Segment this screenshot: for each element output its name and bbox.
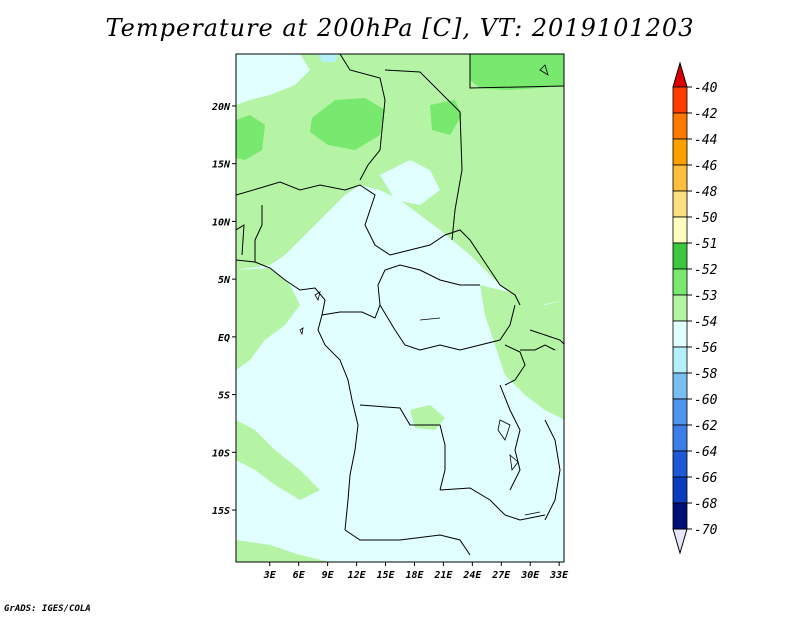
- colorbar-label: -58: [694, 367, 718, 382]
- lon-tick-label: 12E: [348, 570, 367, 581]
- colorbar-label: -70: [694, 523, 718, 538]
- colorbar-swatch: [672, 268, 688, 296]
- field-mid-green-blob1: [310, 98, 385, 150]
- colorbar-swatch: [672, 86, 688, 114]
- field-light-green-south-spot: [410, 405, 445, 430]
- lat-tick-label: 20N: [211, 102, 231, 113]
- grads-credit: GrADS: IGES/COLA: [4, 604, 91, 614]
- lake-outlines: [299, 64, 549, 516]
- country-borders: [236, 54, 564, 556]
- colorbar-label: -46: [694, 159, 718, 174]
- latitude-axis: 20N 15N 10N 5N EQ 5S 10S 15S: [211, 102, 236, 517]
- lat-tick-label: 10S: [212, 448, 230, 459]
- lat-tick-label: 5S: [218, 391, 230, 402]
- colorbar-label: -62: [694, 419, 718, 434]
- field-pale-cyan-central-africa: [320, 225, 480, 295]
- colorbar-label: -56: [694, 341, 718, 356]
- field-pale-cyan-sahara: [236, 54, 310, 105]
- field-pale-blue-spot: [318, 54, 338, 62]
- lon-tick-label: 30E: [520, 570, 540, 581]
- lon-tick-label: 15E: [376, 570, 395, 581]
- map-frame: [235, 53, 565, 563]
- field-pale-cyan-center: [380, 160, 440, 205]
- lon-tick-label: 21E: [433, 570, 453, 581]
- colorbar-label: -60: [694, 393, 718, 408]
- field-mid-green-ne: [470, 54, 564, 90]
- colorbar-swatch: [672, 450, 688, 478]
- colorbar-label: -50: [694, 211, 718, 226]
- field-light-green-westcoast: [236, 268, 300, 370]
- colorbar-label: -51: [694, 237, 717, 252]
- field-light-green-south: [236, 540, 330, 562]
- colorbar-swatch: [672, 190, 688, 218]
- lat-tick-label: EQ: [218, 333, 230, 344]
- colorbar-swatch: [672, 346, 688, 374]
- colorbar-swatch: [672, 138, 688, 166]
- colorbar-bottom-triangle: [672, 528, 688, 555]
- field-mid-green-blob2: [430, 100, 462, 135]
- colorbar-label: -64: [694, 445, 717, 460]
- colorbar-swatch: [672, 242, 688, 270]
- lat-tick-label: 5N: [218, 275, 231, 286]
- colorbar-top-triangle: [672, 61, 688, 88]
- colorbar-label: -48: [694, 185, 718, 200]
- colorbar-swatch: [672, 424, 688, 452]
- lon-tick-label: 9E: [322, 570, 335, 581]
- colorbar-label: -66: [694, 471, 718, 486]
- lat-tick-label: 15N: [212, 160, 231, 171]
- colorbar-label: -53: [694, 289, 717, 304]
- colorbar-swatch: [672, 398, 688, 426]
- lon-tick-label: 18E: [405, 570, 424, 581]
- colorbar-swatch: [672, 112, 688, 140]
- field-light-green-east: [480, 285, 564, 420]
- colorbar-swatch: [672, 164, 688, 192]
- colorbar-swatch: [672, 320, 688, 348]
- map-area: [236, 54, 564, 562]
- lon-tick-label: 3E: [263, 570, 277, 581]
- lat-tick-label: 10N: [212, 217, 231, 228]
- lon-tick-label: 33E: [549, 570, 569, 581]
- colorbar-swatch: [672, 294, 688, 322]
- colorbar-label: -44: [694, 133, 717, 148]
- lon-tick-label: 24E: [462, 570, 482, 581]
- colorbar-label: -40: [694, 81, 718, 96]
- colorbar-label: -68: [694, 497, 718, 512]
- colorbar-label: -42: [694, 107, 718, 122]
- lat-tick-label: 15S: [212, 506, 230, 517]
- colorbar: -40 -42 -44 -46 -48 -50 -51 -52 -53 -54 -56 -58 -60 -…: [672, 61, 718, 555]
- colorbar-label: -52: [694, 263, 718, 278]
- lon-tick-label: 27E: [491, 570, 511, 581]
- longitude-axis: 3E 6E 9E 12E 15E 18E 21E 24E 27E 30E 33E: [263, 562, 569, 581]
- colorbar-swatch: [672, 372, 688, 400]
- field-mid-green-west: [236, 115, 265, 160]
- colorbar-swatch: [672, 476, 688, 504]
- colorbar-swatch: [672, 216, 688, 244]
- lon-tick-label: 6E: [293, 570, 306, 581]
- colorbar-label: -54: [694, 315, 717, 330]
- chart-title: Temperature at 200hPa [C], VT: 201910120…: [105, 14, 695, 42]
- field-light-green-sw-band: [236, 420, 320, 500]
- colorbar-swatch: [672, 502, 688, 530]
